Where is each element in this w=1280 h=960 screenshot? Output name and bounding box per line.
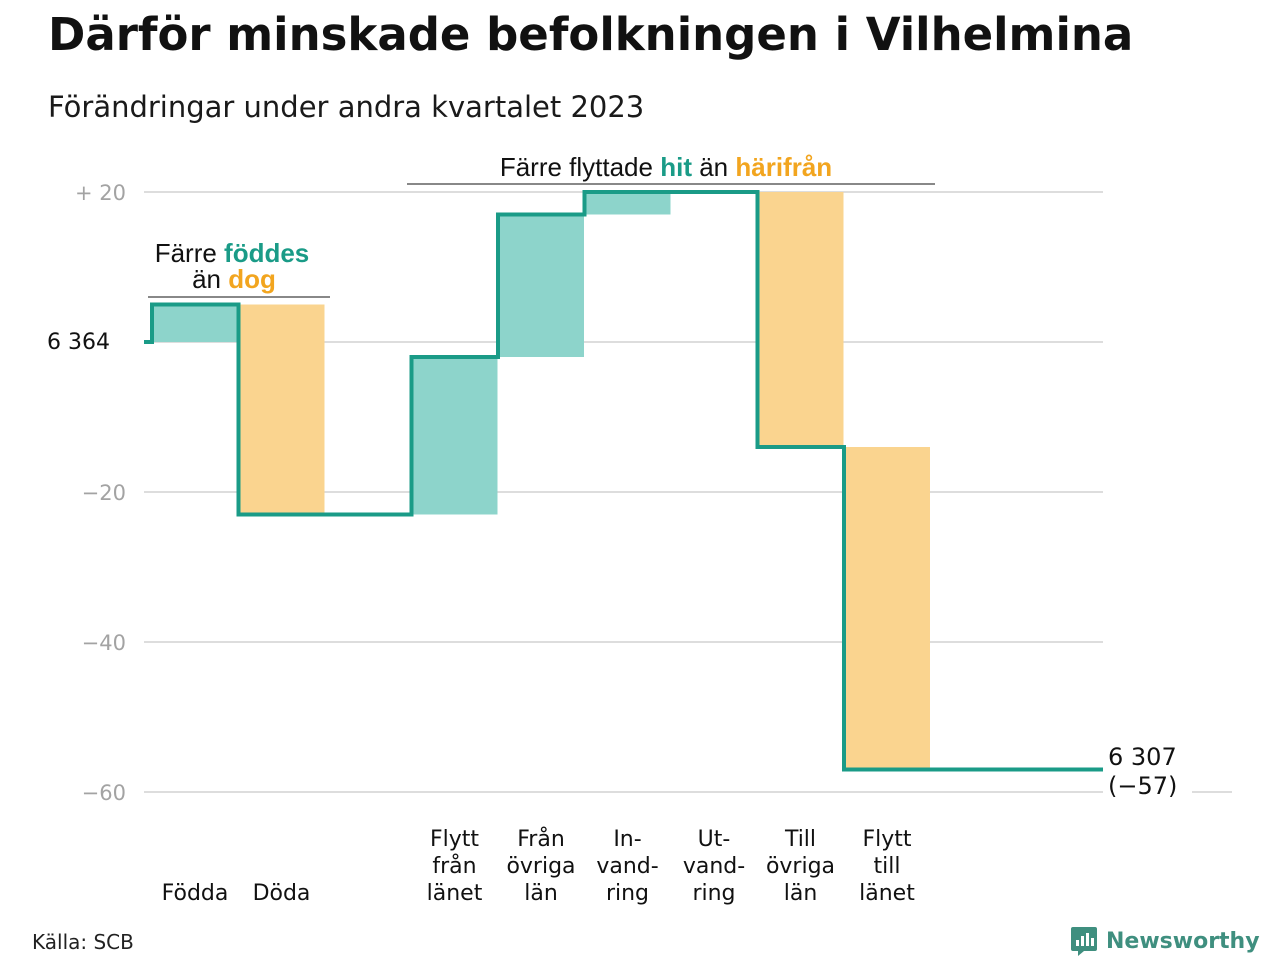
x-category-label: Ut- [698,827,731,852]
waterfall-bar [584,192,671,215]
waterfall-bar [152,304,238,342]
svg-text:Färre flyttade hit än härifrån: Färre flyttade hit än härifrån [500,152,832,182]
cumulative-line [144,190,1103,772]
migration-annotation-hit: hit [660,152,692,182]
migration-annotation-middle: än [692,152,735,182]
x-category-label: länet [427,881,483,906]
cumulative-step-line [144,190,1103,772]
x-category-label: In- [613,827,641,852]
svg-text:Färre föddes: Färre föddes [155,238,310,268]
births-annotation-died: dog [228,264,276,294]
births-annotation-middle: än [192,264,228,294]
x-category-label: Flytt [430,827,479,852]
brand-name: Newsworthy [1106,928,1260,954]
y-tick-label: −60 [82,781,126,805]
end-value-label: 6 307 [1108,743,1177,771]
source-note: Källa: SCB [32,930,134,954]
x-category-label: vand- [683,854,745,879]
x-category-label: Födda [162,881,229,906]
x-category-label: län [524,881,558,906]
waterfall-bar [411,357,498,515]
newsworthy-logo-icon [1071,927,1097,956]
migration-annotation: Färre flyttade hit än härifrån [407,152,935,185]
x-category-label: övriga [506,854,575,879]
x-category-label: vand- [596,854,658,879]
end-change-label: (−57) [1108,772,1177,800]
waterfall-chart: + 20−20−40−60 Födda DödaFlyttfrånlänetFrå… [47,152,1232,906]
waterfall-bar [844,447,930,770]
waterfall-bar [238,304,325,515]
x-category-label: län [784,881,818,906]
births-annotation: Färre föddes än dog [148,238,330,298]
x-category-label: övriga [766,854,835,879]
brand-logo: Newsworthy [1070,925,1260,957]
chart-subtitle: Förändringar under andra kvartalet 2023 [48,90,645,124]
x-category-label: Döda [253,881,311,906]
x-category-label: ring [692,881,735,906]
waterfall-bar [757,192,844,447]
waterfall-bar [498,214,584,357]
x-category-label: till [874,854,901,879]
y-axis-ticks: + 20 −20 −40 −60 [75,181,126,805]
svg-text:än dog: än dog [192,264,276,294]
y-tick-label: −40 [82,631,126,655]
x-category-label: från [432,853,476,879]
x-category-label: Flytt [862,827,911,852]
bars [152,192,930,770]
migration-annotation-prefix: Färre flyttade [500,152,660,182]
y-tick-label: + 20 [75,181,126,205]
start-value-label: 6 364 [47,330,110,355]
chart-title: Därför minskade befolkningen i Vilhelmin… [48,8,1134,61]
x-category-label: Till [784,827,816,852]
x-category-label: länet [859,881,915,906]
migration-annotation-harifran: härifrån [735,152,832,182]
x-category-label: Från [517,826,565,852]
x-category-label: ring [606,881,649,906]
y-tick-label: −20 [82,481,126,505]
births-annotation-prefix: Färre [155,238,224,268]
category-labels: Födda DödaFlyttfrånlänetFrånövrigalänIn-v… [162,826,916,906]
births-annotation-born: föddes [224,238,309,268]
